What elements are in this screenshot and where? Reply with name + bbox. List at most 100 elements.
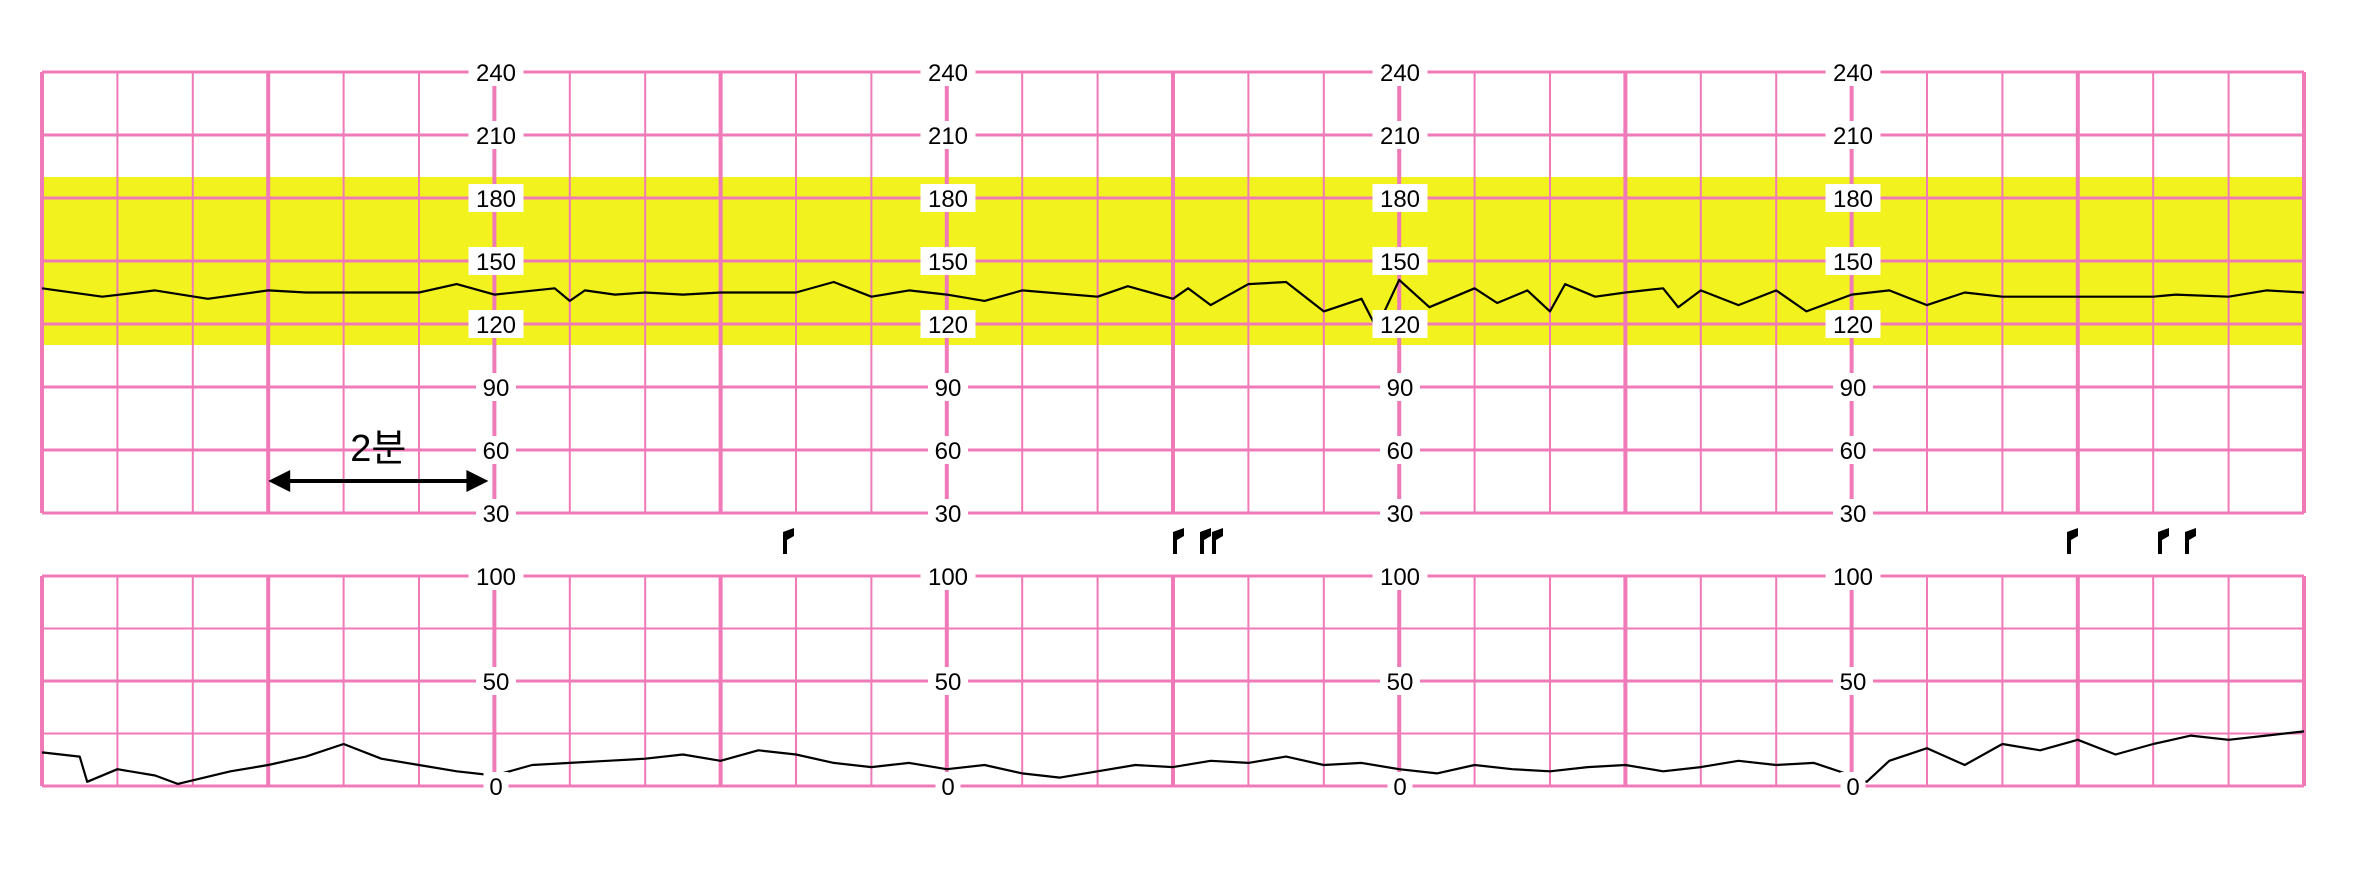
heart-rate-tick-labels: 240 210 180 150 120 90 60 30 240 210 180 150 120 90 60… <box>468 58 1881 528</box>
svg-text:50: 50 <box>483 669 510 696</box>
fhr-tick-label: 60 <box>1380 436 1420 465</box>
svg-text:100: 100 <box>928 564 968 591</box>
scale-label: 2분 <box>350 428 406 470</box>
fhr-tick-label: 120 <box>1372 310 1428 339</box>
fhr-tick-label: 240 <box>468 58 524 87</box>
event-marker-icon <box>783 528 794 554</box>
ua-tick-label: 100 <box>1825 562 1881 591</box>
svg-text:50: 50 <box>1387 669 1414 696</box>
svg-text:0: 0 <box>1393 774 1406 801</box>
svg-text:120: 120 <box>1833 312 1873 339</box>
fhr-tick-label: 150 <box>1372 247 1428 276</box>
svg-text:120: 120 <box>928 312 968 339</box>
svg-text:0: 0 <box>941 774 954 801</box>
fhr-tick-label: 210 <box>920 121 976 150</box>
svg-text:60: 60 <box>935 438 962 465</box>
ua-tick-label: 0 <box>1387 772 1413 801</box>
fhr-tick-label: 120 <box>1825 310 1881 339</box>
svg-text:150: 150 <box>1380 249 1420 276</box>
svg-text:0: 0 <box>489 774 502 801</box>
svg-text:50: 50 <box>1840 669 1867 696</box>
svg-text:210: 210 <box>1380 123 1420 150</box>
svg-text:60: 60 <box>483 438 510 465</box>
svg-text:90: 90 <box>1840 375 1867 402</box>
uterine-activity-grid <box>40 574 2306 788</box>
fhr-tick-label: 240 <box>1825 58 1881 87</box>
svg-text:150: 150 <box>928 249 968 276</box>
svg-text:210: 210 <box>476 123 516 150</box>
svg-text:180: 180 <box>476 186 516 213</box>
fhr-tick-label: 90 <box>1833 373 1873 402</box>
fhr-tick-label: 180 <box>1825 184 1881 213</box>
ua-trace-line <box>41 730 2305 786</box>
ua-tick-label: 50 <box>476 667 516 696</box>
svg-text:100: 100 <box>1833 564 1873 591</box>
event-marker-icon <box>2158 528 2169 554</box>
svg-text:120: 120 <box>1380 312 1420 339</box>
uterine-activity-tick-labels: 100 50 0 100 50 0 100 50 0 100 50 0 <box>468 562 1881 801</box>
uterine-activity-series <box>41 730 2305 786</box>
fhr-tick-label: 210 <box>468 121 524 150</box>
uterine-activity-panel: 100 50 0 100 50 0 100 50 0 100 50 0 <box>40 562 2306 801</box>
svg-text:100: 100 <box>1380 564 1420 591</box>
svg-text:30: 30 <box>1387 501 1414 528</box>
svg-text:150: 150 <box>1833 249 1873 276</box>
fhr-tick-label: 150 <box>468 247 524 276</box>
ua-tick-label: 50 <box>928 667 968 696</box>
svg-text:30: 30 <box>483 501 510 528</box>
fhr-tick-label: 180 <box>920 184 976 213</box>
heart-rate-series <box>41 278 2305 330</box>
svg-text:100: 100 <box>476 564 516 591</box>
fhr-tick-label: 60 <box>1833 436 1873 465</box>
svg-text:30: 30 <box>1840 501 1867 528</box>
svg-text:0: 0 <box>1846 774 1859 801</box>
fhr-tick-label: 30 <box>1380 499 1420 528</box>
two-minute-scale-annotation: 2분 <box>268 428 489 492</box>
fhr-tick-label: 90 <box>928 373 968 402</box>
fhr-tick-label: 30 <box>476 499 516 528</box>
fhr-tick-label: 150 <box>1825 247 1881 276</box>
fhr-tick-label: 30 <box>928 499 968 528</box>
fhr-tick-label: 60 <box>928 436 968 465</box>
svg-text:240: 240 <box>1380 60 1420 87</box>
fhr-tick-label: 90 <box>476 373 516 402</box>
fhr-tick-label: 60 <box>476 436 516 465</box>
ua-tick-label: 0 <box>935 772 961 801</box>
svg-text:90: 90 <box>935 375 962 402</box>
fetal-heart-rate-panel: 240 210 180 150 120 90 60 30 240 210 180 150 120 90 60… <box>40 58 2306 528</box>
fhr-tick-label: 120 <box>920 310 976 339</box>
arrow-left-icon <box>268 470 291 492</box>
arrow-right-icon <box>466 470 489 492</box>
svg-text:120: 120 <box>476 312 516 339</box>
fhr-tick-label: 210 <box>1372 121 1428 150</box>
svg-text:240: 240 <box>1833 60 1873 87</box>
svg-text:240: 240 <box>928 60 968 87</box>
svg-text:180: 180 <box>928 186 968 213</box>
fhr-tick-label: 210 <box>1825 121 1881 150</box>
fhr-tick-label: 240 <box>920 58 976 87</box>
event-marker-icon <box>1212 528 1223 554</box>
fhr-tick-label: 180 <box>1372 184 1428 213</box>
ua-tick-label: 0 <box>1840 772 1866 801</box>
event-marker-icon <box>1200 528 1211 554</box>
event-marker-icon <box>2185 528 2196 554</box>
ua-tick-label: 0 <box>483 772 509 801</box>
svg-text:180: 180 <box>1833 186 1873 213</box>
ua-tick-label: 100 <box>920 562 976 591</box>
event-markers <box>783 528 2196 554</box>
fhr-trace-line <box>41 278 2305 330</box>
svg-text:90: 90 <box>483 375 510 402</box>
fhr-tick-label: 150 <box>920 247 976 276</box>
event-marker-icon <box>2067 528 2078 554</box>
svg-text:150: 150 <box>476 249 516 276</box>
svg-text:30: 30 <box>935 501 962 528</box>
fhr-tick-label: 30 <box>1833 499 1873 528</box>
ua-tick-label: 50 <box>1380 667 1420 696</box>
svg-text:60: 60 <box>1840 438 1867 465</box>
ua-tick-label: 50 <box>1833 667 1873 696</box>
svg-text:180: 180 <box>1380 186 1420 213</box>
ua-tick-label: 100 <box>468 562 524 591</box>
fhr-tick-label: 240 <box>1372 58 1428 87</box>
heart-rate-grid <box>40 70 2306 515</box>
